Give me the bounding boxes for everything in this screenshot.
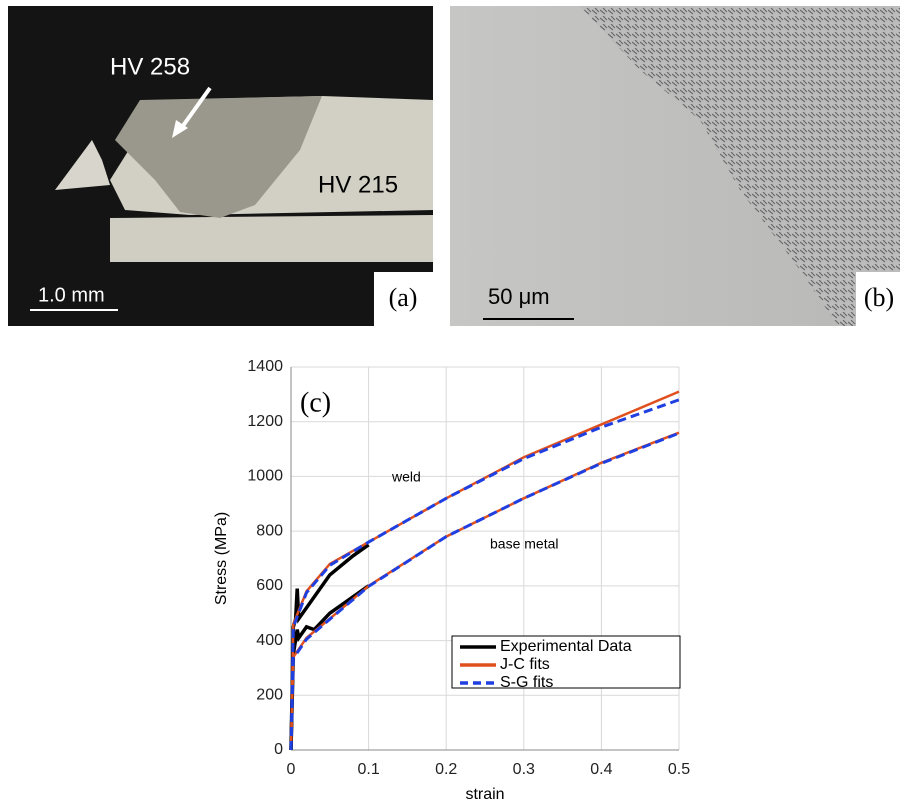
hardness-label: HV 258 [110, 53, 190, 80]
weld-zone [115, 96, 322, 218]
scale-label: 1.0 mm [38, 284, 105, 306]
y-tick-label: 1000 [247, 468, 283, 485]
x-tick-label: 0.5 [668, 761, 690, 778]
hardness-label: HV 215 [318, 171, 398, 198]
y-tick-label: 400 [256, 632, 283, 649]
x-tick-label: 0 [287, 761, 296, 778]
legend-label: Experimental Data [500, 638, 632, 655]
base-metal [110, 215, 433, 262]
x-tick-label: 0.3 [513, 761, 535, 778]
y-tick-label: 0 [274, 741, 283, 758]
scale-label: 50 μm [488, 284, 550, 309]
annotation: base metal [490, 536, 558, 552]
base-metal [55, 140, 110, 190]
label-box [374, 272, 433, 326]
panel-label: (a) [389, 283, 418, 312]
annotation: weld [391, 469, 421, 485]
legend-box [451, 635, 681, 689]
label-box [856, 272, 900, 326]
y-tick-label: 800 [256, 522, 283, 539]
panel-a: HV 258 HV 215 1.0 mm (a) [8, 6, 433, 326]
data-line [289, 431, 680, 751]
legend-label: S-G fits [500, 674, 553, 691]
x-tick-label: 0.2 [435, 761, 457, 778]
dendrites [580, 6, 900, 326]
data-line [289, 431, 680, 751]
chart: 0 200 400 600 800 1000 1200 1400 0 0.1 0.2 0.3 0.4 0.… [213, 358, 690, 803]
x-tick-label: 0.1 [357, 761, 379, 778]
y-tick-label: 1200 [247, 413, 283, 430]
arrow [178, 86, 212, 132]
data-line [289, 398, 680, 751]
panel-b: 50 μm (b) [450, 6, 900, 326]
x-tick-label: 0.4 [590, 761, 612, 778]
legend-label: J-C fits [500, 656, 550, 673]
y-tick-label: 200 [256, 687, 283, 704]
annotation: (c) [300, 387, 331, 418]
x-axis-label: strain [465, 786, 504, 803]
data-line [289, 390, 680, 751]
y-tick-label: 1400 [247, 358, 283, 375]
arrowhead [172, 120, 188, 138]
y-tick-label: 600 [256, 577, 283, 594]
y-axis-label: Stress (MPa) [213, 512, 230, 605]
panel-label: (b) [864, 283, 894, 312]
